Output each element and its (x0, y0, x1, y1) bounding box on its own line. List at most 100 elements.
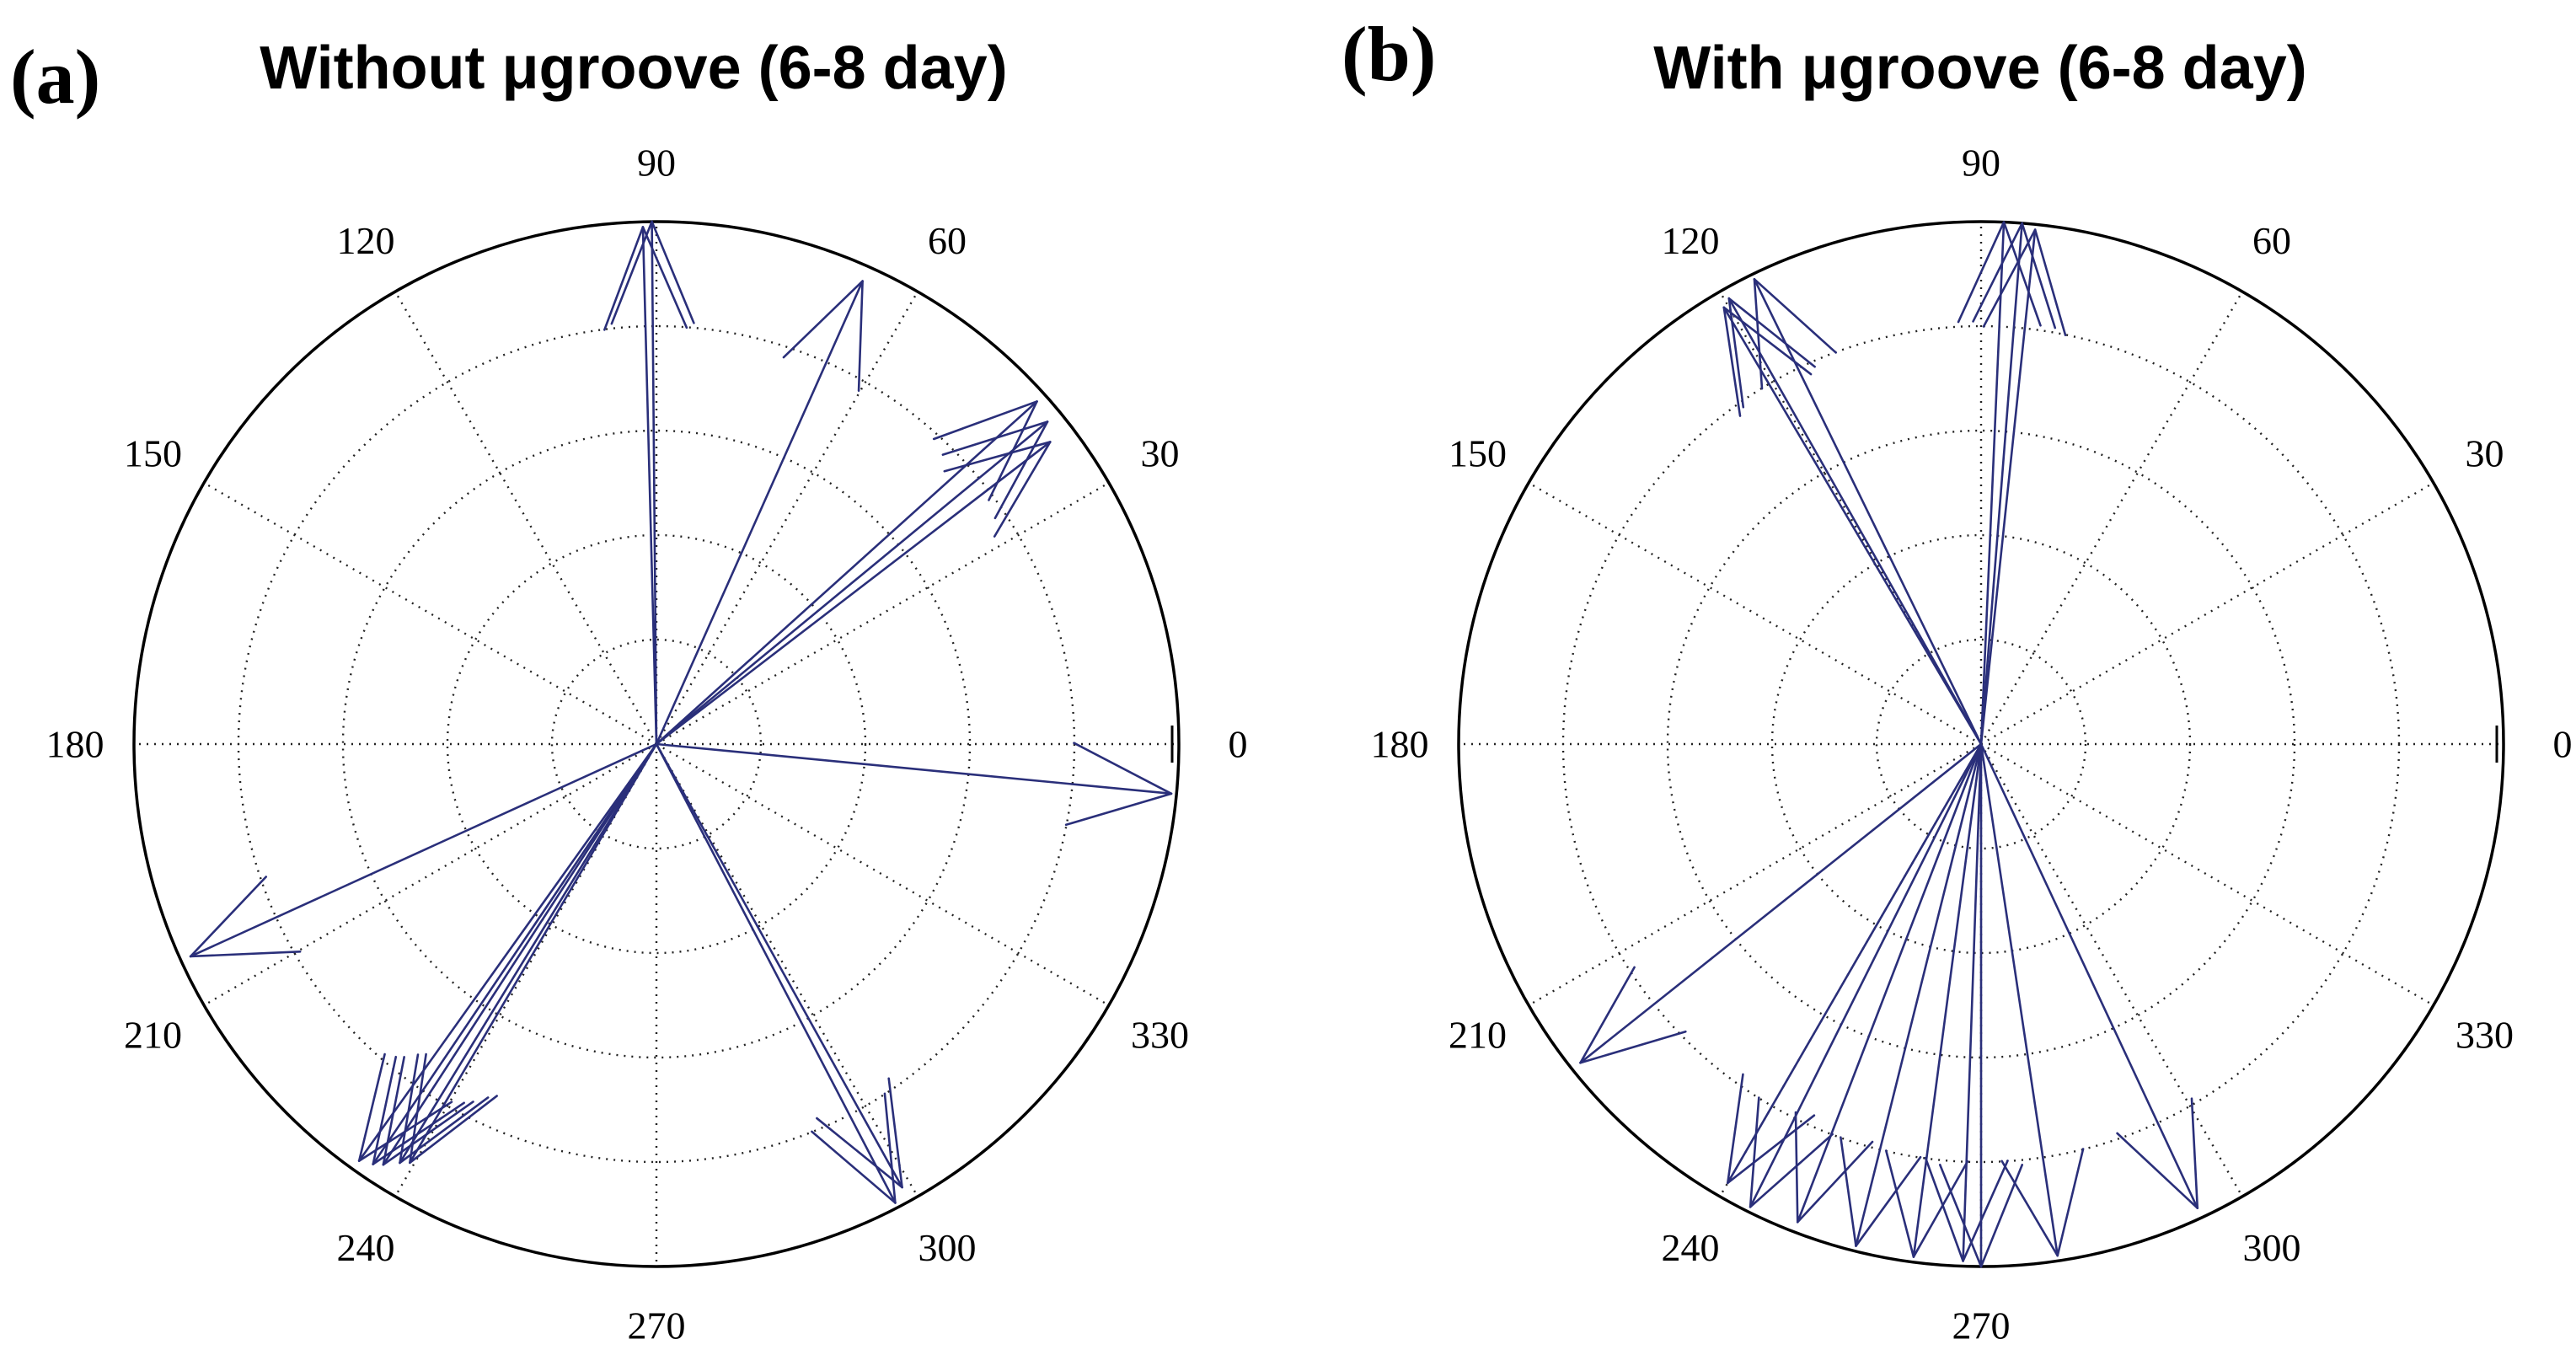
angle-tick-label: 150 (124, 432, 182, 475)
vector-arrow (655, 742, 1173, 827)
vector-shaft (409, 742, 658, 1165)
vector-shaft (655, 742, 903, 1189)
vector-head (651, 220, 695, 324)
vector-arrow (399, 742, 658, 1165)
angle-tick-label: 330 (2456, 1014, 2514, 1057)
vector-shaft (655, 280, 864, 746)
vector-head (2021, 222, 2057, 329)
grid-ring (446, 533, 867, 955)
vector-shaft (655, 400, 1038, 746)
vector-arrow (1727, 297, 1983, 746)
angle-tick-label: 0 (1229, 723, 1248, 766)
panel-a-compass: 0 30 60 90 120 150 180 210 240 270 300 330 (46, 142, 1248, 1347)
vector-head (409, 1052, 427, 1165)
vector-head (372, 1055, 398, 1165)
angle-tick-label: 60 (2252, 219, 2291, 262)
angle-tick-label: 0 (2553, 723, 2573, 766)
vector-arrow (655, 742, 903, 1189)
grid-ring (341, 429, 972, 1059)
vector-head (932, 400, 1038, 441)
vector-arrow (1840, 742, 1983, 1247)
angle-tick-label: 240 (1662, 1226, 1720, 1269)
panel-b-letter: (b) (1342, 11, 1436, 97)
vector-head (993, 441, 1052, 538)
vector-shaft (641, 226, 658, 746)
vector-shaft (655, 742, 897, 1204)
vector-head (887, 1077, 903, 1189)
vector-head (816, 1117, 903, 1189)
vector-head (1912, 1160, 1969, 1258)
vector-shaft (1912, 742, 1983, 1258)
panel-a-title: Without μgroove (6-8 day) (260, 35, 1007, 102)
vector-head (993, 420, 1049, 520)
vector-shaft (382, 742, 658, 1166)
vector-shaft (1749, 742, 1983, 1208)
vector-shaft (1962, 742, 1983, 1262)
vector-head (641, 226, 688, 329)
vector-shaft (399, 742, 658, 1165)
panel-a-letter: (a) (10, 34, 100, 120)
vector-head (2033, 228, 2067, 337)
vector-arrow (1938, 742, 2024, 1268)
vector-arrow (1979, 228, 2067, 746)
panel-b-title: With μgroove (6-8 day) (1653, 35, 2306, 102)
vector-head (1073, 742, 1173, 795)
angle-tick-label: 270 (628, 1304, 686, 1347)
vector-head (1722, 306, 1813, 376)
vector-arrow (1749, 742, 1983, 1208)
vector-head (2000, 1160, 2059, 1257)
vector-arrow (655, 742, 897, 1204)
vector-head (1727, 1073, 1744, 1185)
vector-head (2116, 1132, 2199, 1209)
vector-shaft (1579, 742, 1983, 1064)
vector-arrow (1727, 742, 1983, 1185)
vector-shaft (1979, 742, 2059, 1257)
vector-shaft (655, 420, 1049, 746)
vector-arrow (1979, 742, 2199, 1209)
vector-shaft (1753, 278, 1983, 746)
vector-head (2056, 1148, 2085, 1257)
vector-arrow (1979, 742, 2085, 1257)
vector-head (1962, 1160, 2009, 1262)
vector-arrow (655, 280, 864, 746)
vector-head (1972, 222, 2023, 323)
angle-tick-label: 30 (1141, 432, 1180, 475)
vector-shaft (1979, 221, 2006, 746)
vector-head (1749, 1096, 1760, 1208)
vector-shaft (655, 441, 1052, 746)
angle-tick-label: 210 (124, 1014, 182, 1057)
vector-head (603, 226, 645, 331)
vector-head (1855, 1155, 1922, 1247)
vector-shaft (655, 742, 1173, 795)
vector-head (857, 280, 864, 393)
angle-tick-label: 30 (2466, 432, 2504, 475)
vector-head (782, 280, 864, 359)
angle-tick-label: 300 (2243, 1226, 2301, 1269)
grid-ring (1666, 429, 2296, 1059)
vector-head (1579, 1030, 1687, 1064)
vector-arrow (409, 742, 658, 1165)
vector-head (1924, 1156, 1964, 1262)
vector-head (382, 1056, 405, 1166)
vector-head (610, 220, 653, 325)
vector-head (1727, 297, 1745, 409)
angle-tick-label: 60 (928, 219, 967, 262)
vector-head (1957, 221, 2006, 324)
vector-head (1938, 1163, 1983, 1268)
vector-head (1796, 1140, 1874, 1224)
angle-tick-label: 120 (337, 219, 395, 262)
vector-shaft (1796, 742, 1983, 1224)
vector-head (399, 1053, 420, 1165)
vector-head (357, 1052, 386, 1162)
vector-head (1982, 228, 2037, 328)
angle-tick-label: 300 (918, 1226, 977, 1269)
vector-head (399, 1096, 490, 1165)
vector-shaft (189, 742, 658, 958)
vector-shaft (1855, 742, 1983, 1247)
angle-tick-label: 210 (1449, 1014, 1507, 1057)
vector-arrow (1722, 306, 1983, 746)
vector-head (2190, 1097, 2199, 1209)
vector-arrow (1972, 222, 2057, 746)
vector-head (1579, 966, 1636, 1064)
